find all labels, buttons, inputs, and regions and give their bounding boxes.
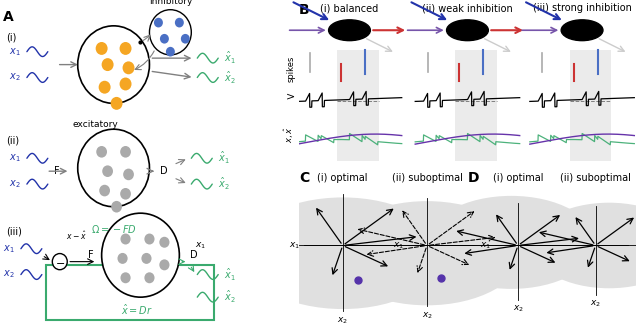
- Text: $x_2$: $x_2$: [9, 72, 20, 83]
- Text: (ii) suboptimal: (ii) suboptimal: [560, 172, 631, 182]
- Text: $x_1$: $x_1$: [195, 240, 206, 251]
- Text: $x_1$: $x_1$: [3, 243, 15, 255]
- Circle shape: [95, 42, 107, 55]
- Text: $x_1$: $x_1$: [9, 152, 20, 164]
- Bar: [569, 50, 611, 161]
- Text: $\hat{x}_2$: $\hat{x}_2$: [224, 69, 236, 86]
- Text: $x_2$: $x_2$: [513, 304, 523, 314]
- Ellipse shape: [333, 201, 522, 305]
- Circle shape: [141, 253, 151, 264]
- Text: $x_1$: $x_1$: [289, 240, 300, 251]
- Circle shape: [120, 272, 130, 283]
- Text: $-$: $-$: [55, 257, 65, 266]
- Text: C: C: [299, 171, 309, 185]
- Circle shape: [120, 146, 131, 158]
- Text: $>$: $>$: [283, 92, 296, 102]
- Text: spikes: spikes: [287, 56, 296, 82]
- Circle shape: [99, 81, 111, 94]
- Text: (iii) strong inhibition: (iii) strong inhibition: [532, 3, 632, 13]
- Text: F: F: [88, 250, 94, 260]
- Circle shape: [52, 254, 67, 270]
- Text: $x_2$: $x_2$: [337, 315, 349, 323]
- Text: $x_2$: $x_2$: [9, 178, 20, 190]
- Ellipse shape: [242, 197, 444, 309]
- Circle shape: [111, 97, 123, 110]
- Text: (ii) suboptimal: (ii) suboptimal: [392, 172, 462, 182]
- Circle shape: [102, 213, 179, 297]
- Text: $x_2$: $x_2$: [3, 269, 15, 280]
- Circle shape: [111, 201, 122, 213]
- Circle shape: [99, 185, 110, 196]
- Circle shape: [102, 165, 113, 177]
- Circle shape: [123, 61, 135, 74]
- Circle shape: [160, 259, 169, 270]
- Text: $\hat{x}_1$: $\hat{x}_1$: [218, 150, 230, 166]
- Text: (i) balanced: (i) balanced: [321, 3, 378, 13]
- Text: excitatory: excitatory: [73, 120, 118, 129]
- Circle shape: [561, 20, 603, 41]
- Circle shape: [154, 18, 163, 27]
- Text: $x, \hat{x}$: $x, \hat{x}$: [282, 126, 296, 143]
- Text: $\hat{x}_2$: $\hat{x}_2$: [218, 176, 230, 192]
- Text: $x_1$: $x_1$: [393, 240, 404, 251]
- Text: $x - \hat{x}$: $x - \hat{x}$: [66, 230, 86, 242]
- Text: $\hat{x}_1$: $\hat{x}_1$: [224, 50, 236, 66]
- Text: (ii): (ii): [6, 136, 19, 146]
- Text: $\Omega = -FD$: $\Omega = -FD$: [90, 223, 137, 235]
- Circle shape: [120, 42, 132, 55]
- Text: $\hat{x} = Dr$: $\hat{x} = Dr$: [121, 303, 153, 317]
- Text: (ii) weak inhibition: (ii) weak inhibition: [422, 3, 513, 13]
- Text: D: D: [190, 250, 197, 260]
- Circle shape: [96, 146, 107, 158]
- Text: F: F: [54, 166, 60, 176]
- Text: (i) optimal: (i) optimal: [317, 172, 368, 182]
- Circle shape: [181, 34, 190, 44]
- Circle shape: [78, 129, 149, 207]
- Circle shape: [120, 188, 131, 200]
- Bar: [455, 50, 497, 161]
- Circle shape: [446, 20, 488, 41]
- Circle shape: [166, 47, 175, 57]
- Text: $x_2$: $x_2$: [422, 311, 432, 321]
- Circle shape: [144, 234, 155, 245]
- Text: (i) optimal: (i) optimal: [493, 172, 543, 182]
- Circle shape: [160, 34, 169, 44]
- Circle shape: [118, 253, 128, 264]
- Circle shape: [160, 237, 169, 248]
- Text: $\hat{x}_2$: $\hat{x}_2$: [224, 289, 236, 305]
- Circle shape: [102, 58, 114, 71]
- Circle shape: [329, 20, 370, 41]
- Circle shape: [175, 18, 184, 27]
- Ellipse shape: [427, 196, 595, 289]
- Circle shape: [78, 26, 149, 103]
- Ellipse shape: [532, 203, 636, 288]
- Text: (iii): (iii): [6, 226, 22, 236]
- Circle shape: [120, 234, 130, 245]
- Circle shape: [120, 78, 132, 90]
- Text: $\hat{x}_1$: $\hat{x}_1$: [224, 266, 236, 283]
- Text: A: A: [3, 10, 14, 24]
- Circle shape: [123, 169, 134, 180]
- Text: inhibitory: inhibitory: [149, 0, 192, 6]
- Text: (i): (i): [6, 32, 17, 42]
- Circle shape: [144, 272, 155, 283]
- Text: $x_2$: $x_2$: [590, 299, 601, 309]
- Bar: [337, 50, 379, 161]
- Text: $x_1$: $x_1$: [480, 240, 491, 251]
- Circle shape: [149, 10, 191, 55]
- Text: D: D: [160, 166, 167, 176]
- Text: $x_1$: $x_1$: [9, 46, 20, 57]
- Text: B: B: [299, 3, 310, 17]
- Text: D: D: [467, 171, 479, 185]
